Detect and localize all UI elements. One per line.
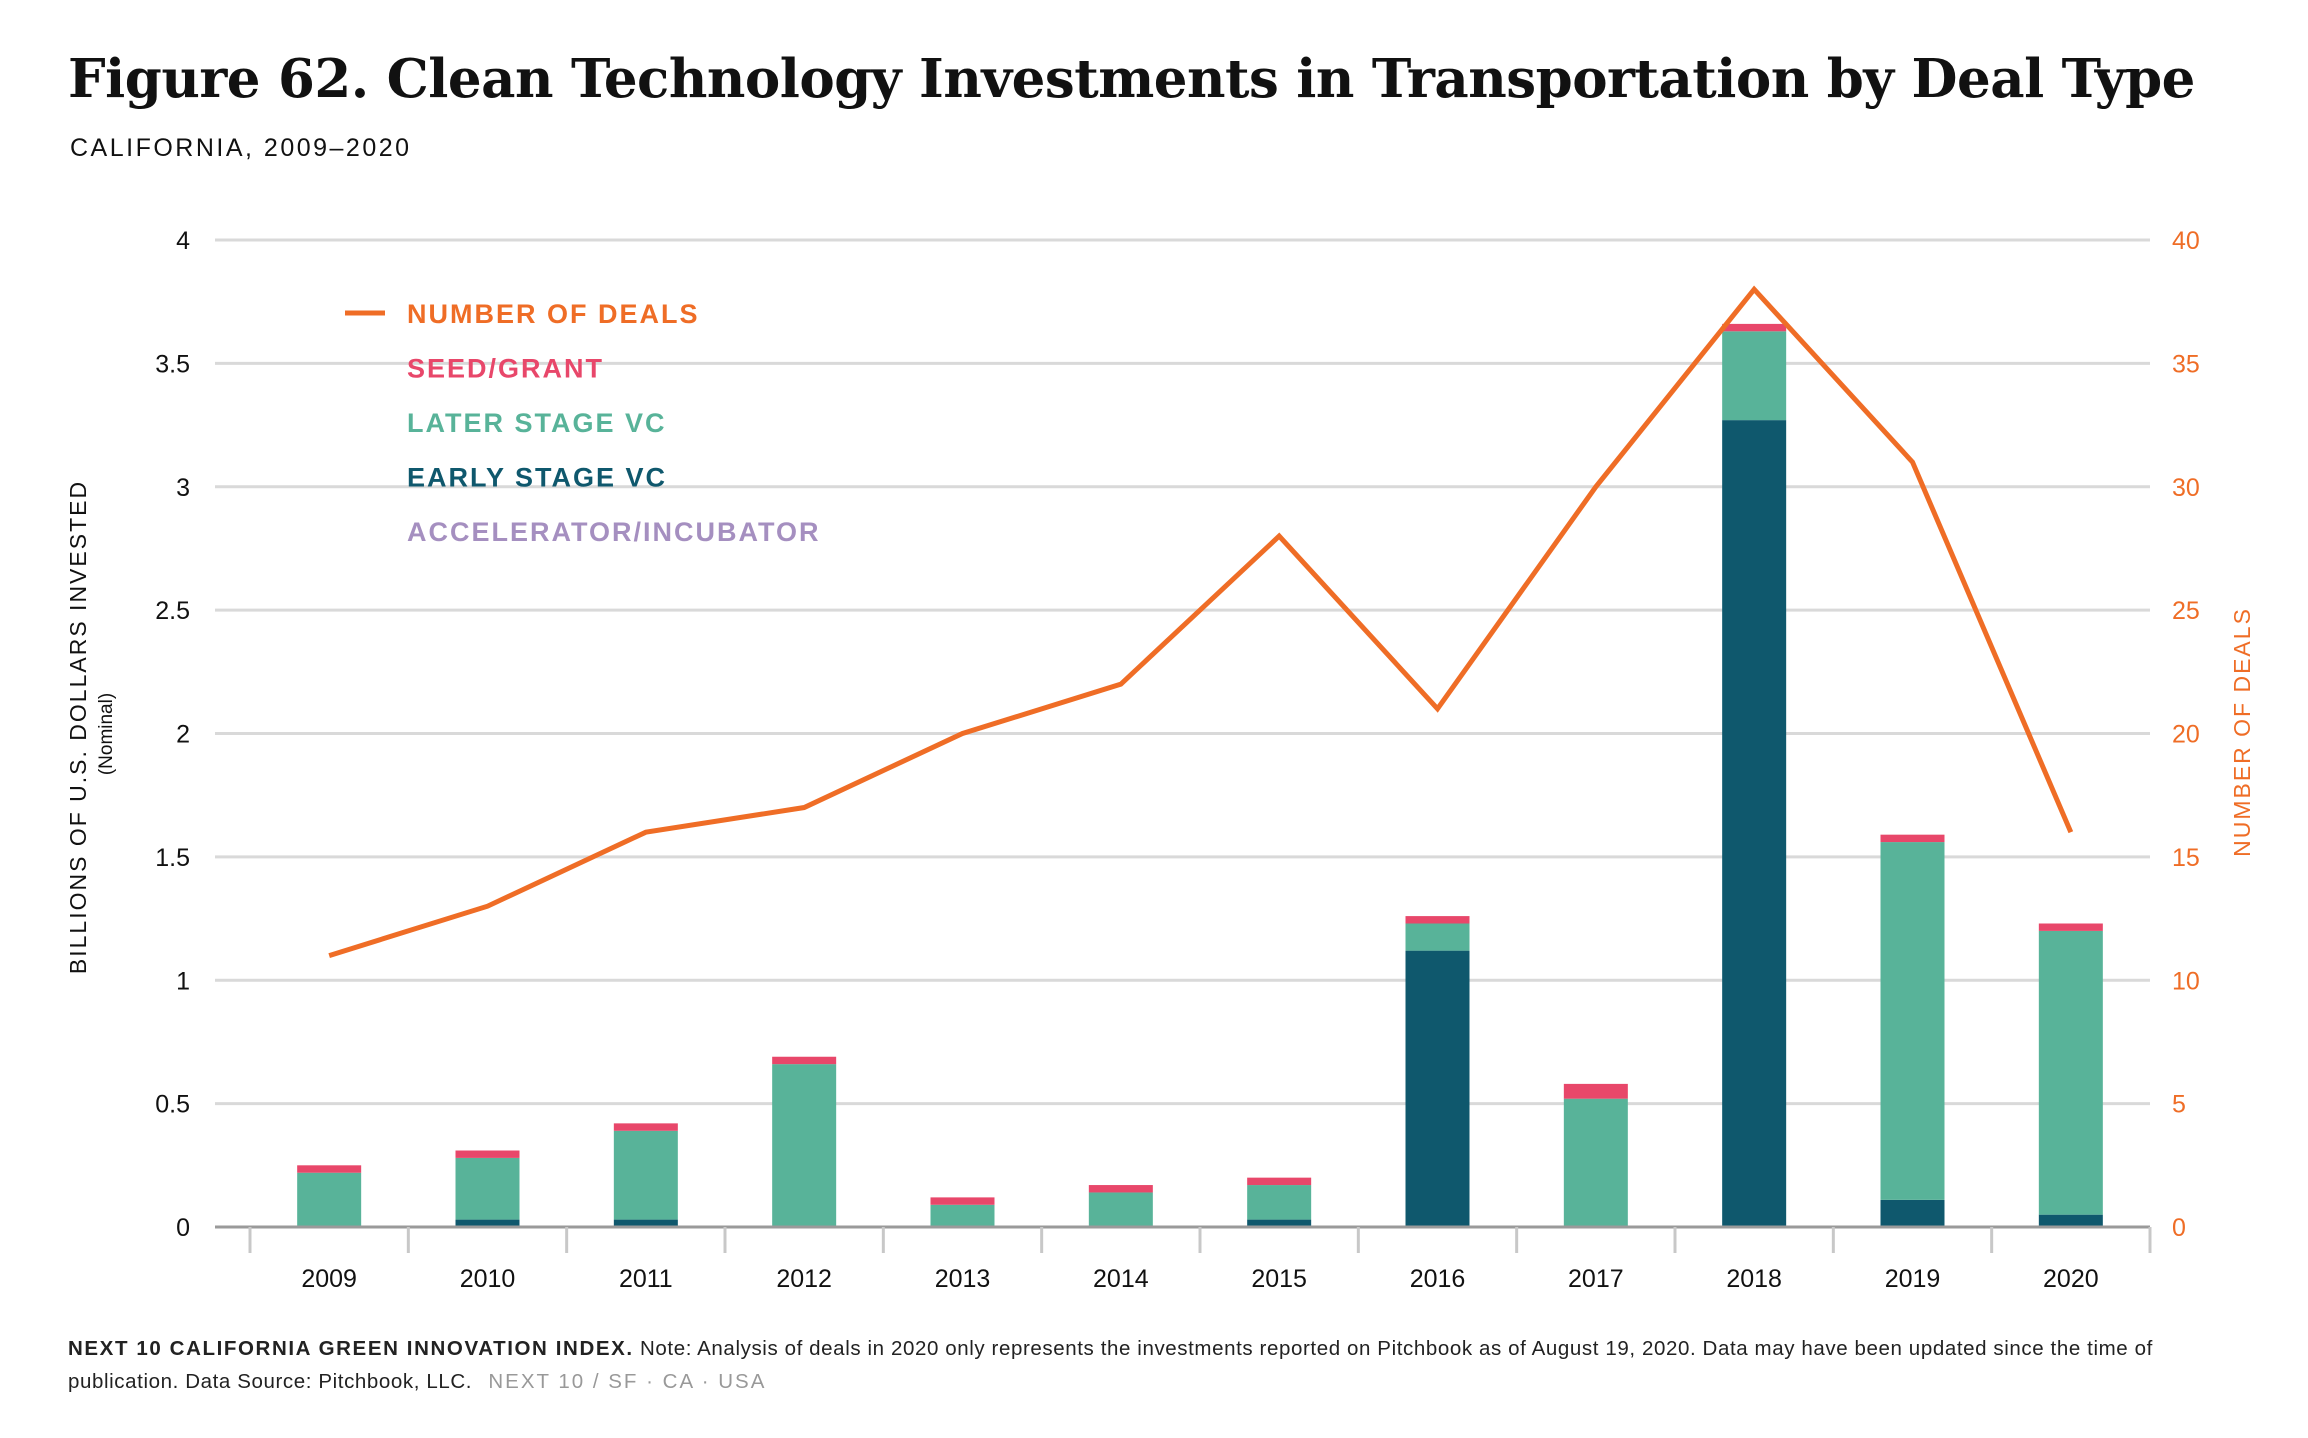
- bar-seed-grant-2018: [1722, 323, 1787, 332]
- bar-seed-grant-2019: [1880, 834, 1945, 843]
- y2-tick-label: 10: [2172, 967, 2200, 995]
- legend-label: ACCELERATOR/INCUBATOR: [407, 517, 821, 547]
- x-tick-label: 2020: [2043, 1265, 2099, 1293]
- y-tick-label: 4: [176, 227, 190, 255]
- y-tick-label: 3: [176, 474, 190, 502]
- deals-line: [328, 285, 2074, 958]
- bar-early-stage-vc-2011: [613, 1219, 678, 1227]
- y2-tick-label: 35: [2172, 350, 2200, 378]
- footer-text: Note: Analysis of deals in 2020 only rep…: [68, 1337, 2153, 1393]
- legend-label: EARLY STAGE VC: [407, 463, 667, 493]
- bar-later-stage-vc-2020: [2038, 930, 2103, 1215]
- x-tick-label: 2011: [619, 1265, 673, 1293]
- x-tick-label: 2018: [1726, 1265, 1782, 1293]
- chart: 2009 2010 2011 2012 2013 2014 2015 2016 2017 2018…: [65, 227, 2255, 1293]
- y-axis-right: 0 5 10 15 20 25 30 35 40 NUMBER OF DEALS: [2172, 227, 2255, 1242]
- y-tick-label: 0.5: [155, 1091, 190, 1119]
- y2-tick-label: 30: [2172, 474, 2200, 502]
- footer-location: NEXT 10 / SF · CA · USA: [488, 1370, 767, 1393]
- footer-brand: NEXT 10 CALIFORNIA GREEN INNOVATION INDE…: [68, 1337, 634, 1360]
- bar-early-stage-vc-2019: [1880, 1199, 1945, 1227]
- x-tick-label: 2019: [1885, 1265, 1941, 1293]
- x-tick-label: 2016: [1410, 1265, 1466, 1293]
- bar-seed-grant-2012: [772, 1056, 837, 1065]
- bar-later-stage-vc-2013: [930, 1204, 995, 1227]
- bar-later-stage-vc-2015: [1247, 1185, 1312, 1220]
- x-tick-label: 2009: [301, 1265, 357, 1293]
- line-number-of-deals: [328, 285, 2074, 958]
- bar-later-stage-vc-2019: [1880, 842, 1945, 1200]
- y-axis-title: BILLIONS OF U.S. DOLLARS INVESTED: [65, 480, 91, 974]
- bar-later-stage-vc-2009: [297, 1172, 362, 1227]
- y2-tick-label: 25: [2172, 597, 2200, 625]
- x-tick-label: 2013: [935, 1265, 991, 1293]
- x-tick-label: 2014: [1093, 1265, 1149, 1293]
- bar-early-stage-vc-2015: [1247, 1219, 1312, 1227]
- x-axis: 2009 2010 2011 2012 2013 2014 2015 2016 2017 2018…: [215, 1225, 2152, 1293]
- y2-tick-label: 20: [2172, 721, 2200, 749]
- legend-label: NUMBER OF DEALS: [407, 299, 700, 329]
- bars: [297, 323, 2103, 1227]
- y-tick-label: 0: [176, 1214, 190, 1242]
- bar-early-stage-vc-2020: [2038, 1214, 2103, 1227]
- gridlines: [215, 238, 2150, 1106]
- bar-later-stage-vc-2011: [613, 1130, 678, 1220]
- y-axis-subtitle: (Nominal): [96, 693, 117, 775]
- bar-early-stage-vc-2010: [455, 1219, 520, 1227]
- y-tick-label: 1: [176, 967, 190, 995]
- bar-seed-grant-2014: [1088, 1185, 1153, 1193]
- bar-later-stage-vc-2018: [1722, 331, 1787, 421]
- y2-axis-title: NUMBER OF DEALS: [2229, 607, 2255, 857]
- chart-subtitle: CALIFORNIA, 2009–2020: [70, 134, 412, 162]
- bar-early-stage-vc-2016: [1405, 950, 1470, 1227]
- bar-later-stage-vc-2010: [455, 1157, 520, 1220]
- x-tick-label: 2017: [1568, 1265, 1624, 1293]
- y-tick-label: 1.5: [155, 844, 190, 872]
- x-tick-label: 2015: [1251, 1265, 1307, 1293]
- bar-seed-grant-2017: [1563, 1083, 1628, 1099]
- y2-tick-label: 5: [2172, 1091, 2186, 1119]
- y-tick-label: 3.5: [155, 350, 190, 378]
- footer-note: NEXT 10 CALIFORNIA GREEN INNOVATION INDE…: [68, 1332, 2238, 1398]
- bar-seed-grant-2016: [1405, 916, 1470, 924]
- legend: NUMBER OF DEALS SEED/GRANT LATER STAGE VC E…: [345, 299, 821, 547]
- y-axis-left: 0 0.5 1 1.5 2 2.5 3 3.5 4 BILLIONS OF U.S. DOLLAR…: [65, 227, 190, 1242]
- bar-seed-grant-2020: [2038, 923, 2103, 931]
- bar-seed-grant-2013: [930, 1197, 995, 1205]
- bar-seed-grant-2010: [455, 1150, 520, 1158]
- bar-later-stage-vc-2016: [1405, 923, 1470, 951]
- legend-label: SEED/GRANT: [407, 354, 604, 384]
- x-tick-label: 2012: [776, 1265, 832, 1293]
- y2-tick-label: 15: [2172, 844, 2200, 872]
- chart-title: Figure 62. Clean Technology Investments …: [68, 48, 2195, 110]
- bar-seed-grant-2011: [613, 1123, 678, 1131]
- bar-seed-grant-2009: [297, 1165, 362, 1173]
- legend-label: LATER STAGE VC: [407, 408, 667, 438]
- y-tick-label: 2.5: [155, 597, 190, 625]
- bar-early-stage-vc-2018: [1722, 420, 1787, 1227]
- bar-later-stage-vc-2012: [772, 1064, 837, 1227]
- bar-later-stage-vc-2017: [1563, 1098, 1628, 1227]
- y-tick-label: 2: [176, 721, 190, 749]
- y2-tick-label: 0: [2172, 1214, 2186, 1242]
- bar-later-stage-vc-2014: [1088, 1192, 1153, 1227]
- y2-tick-label: 40: [2172, 227, 2200, 255]
- x-tick-label: 2010: [460, 1265, 516, 1293]
- bar-seed-grant-2015: [1247, 1177, 1312, 1186]
